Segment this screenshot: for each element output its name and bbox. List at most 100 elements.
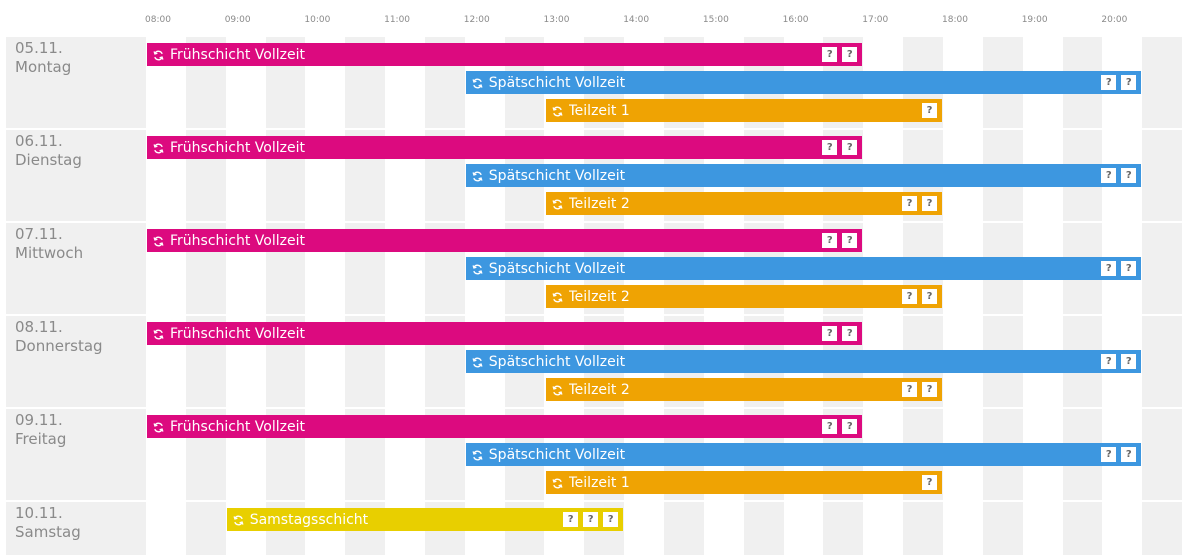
sync-icon bbox=[551, 291, 563, 303]
grid-stripe bbox=[1062, 502, 1103, 555]
unassigned-badge[interactable]: ? bbox=[563, 512, 579, 527]
unassigned-badge[interactable]: ? bbox=[1121, 447, 1137, 462]
unassigned-badge[interactable]: ? bbox=[922, 475, 937, 490]
badge-group: ? bbox=[922, 103, 941, 118]
sync-icon bbox=[153, 421, 164, 433]
unassigned-badge[interactable]: ? bbox=[822, 140, 838, 155]
shift-bar[interactable]: Spätschicht Vollzeit?? bbox=[465, 443, 1142, 466]
hour-label: 12:00 bbox=[463, 15, 490, 25]
day-date: 08.11. bbox=[15, 318, 63, 336]
shift-label: Teilzeit 2 bbox=[568, 381, 630, 398]
shift-label: Spätschicht Vollzeit bbox=[488, 446, 626, 463]
grid-stripe bbox=[185, 502, 226, 555]
hour-label: 14:00 bbox=[623, 15, 650, 25]
unassigned-badge[interactable]: ? bbox=[1101, 447, 1117, 462]
badge-group: ?? bbox=[1101, 354, 1140, 369]
unassigned-badge[interactable]: ? bbox=[902, 382, 917, 397]
badge-group: ?? bbox=[822, 326, 861, 341]
grid-stripe bbox=[982, 502, 1023, 555]
unassigned-badge[interactable]: ? bbox=[822, 47, 838, 62]
shift-label: Frühschicht Vollzeit bbox=[170, 139, 305, 156]
unassigned-badge[interactable]: ? bbox=[583, 512, 599, 527]
hour-label: 16:00 bbox=[782, 15, 809, 25]
hour-label: 17:00 bbox=[862, 15, 889, 25]
shift-bar[interactable]: Teilzeit 1? bbox=[545, 471, 942, 494]
sync-icon bbox=[551, 477, 563, 489]
sync-icon bbox=[153, 142, 164, 154]
sync-icon bbox=[472, 170, 483, 182]
unassigned-badge[interactable]: ? bbox=[842, 419, 858, 434]
unassigned-badge[interactable]: ? bbox=[822, 233, 838, 248]
shift-bar[interactable]: Spätschicht Vollzeit?? bbox=[465, 71, 1142, 94]
grid-stripe bbox=[664, 502, 704, 555]
shift-label: Teilzeit 2 bbox=[568, 288, 630, 305]
shift-bar[interactable]: Spätschicht Vollzeit?? bbox=[465, 257, 1142, 280]
unassigned-badge[interactable]: ? bbox=[922, 382, 937, 397]
shift-bar[interactable]: Teilzeit 2?? bbox=[545, 378, 942, 401]
hour-label: 19:00 bbox=[1021, 15, 1048, 25]
day-label: 07.11. Mittwoch bbox=[6, 223, 146, 314]
shift-label: Spätschicht Vollzeit bbox=[488, 74, 626, 91]
unassigned-badge[interactable]: ? bbox=[1121, 261, 1137, 276]
shift-bar[interactable]: Frühschicht Vollzeit?? bbox=[147, 136, 863, 159]
grid-stripe bbox=[1142, 223, 1183, 314]
unassigned-badge[interactable]: ? bbox=[842, 233, 858, 248]
shift-bar[interactable]: Teilzeit 2?? bbox=[545, 285, 942, 308]
unassigned-badge[interactable]: ? bbox=[1101, 261, 1117, 276]
unassigned-badge[interactable]: ? bbox=[1121, 354, 1137, 369]
badge-group: ??? bbox=[563, 512, 622, 527]
day-name: Mittwoch bbox=[15, 244, 84, 262]
unassigned-badge[interactable]: ? bbox=[1101, 168, 1117, 183]
unassigned-badge[interactable]: ? bbox=[1121, 75, 1137, 90]
unassigned-badge[interactable]: ? bbox=[842, 326, 858, 341]
hour-label: 09:00 bbox=[224, 15, 251, 25]
hour-label: 13:00 bbox=[543, 15, 570, 25]
unassigned-badge[interactable]: ? bbox=[1101, 354, 1117, 369]
sync-icon bbox=[551, 105, 563, 117]
day-name: Freitag bbox=[15, 430, 67, 448]
shift-bar[interactable]: Frühschicht Vollzeit?? bbox=[147, 43, 863, 66]
unassigned-badge[interactable]: ? bbox=[902, 289, 917, 304]
unassigned-badge[interactable]: ? bbox=[1121, 168, 1137, 183]
unassigned-badge[interactable]: ? bbox=[922, 196, 937, 211]
sync-icon bbox=[472, 263, 483, 275]
badge-group: ?? bbox=[902, 289, 941, 304]
unassigned-badge[interactable]: ? bbox=[603, 512, 619, 527]
shift-bar[interactable]: Spätschicht Vollzeit?? bbox=[465, 164, 1142, 187]
unassigned-badge[interactable]: ? bbox=[822, 419, 838, 434]
badge-group: ? bbox=[922, 475, 941, 490]
shift-bar[interactable]: Frühschicht Vollzeit?? bbox=[147, 415, 863, 438]
day-label: 09.11. Freitag bbox=[6, 409, 146, 500]
shift-bar[interactable]: Frühschicht Vollzeit?? bbox=[147, 229, 863, 252]
shift-bar[interactable]: Teilzeit 1? bbox=[545, 99, 942, 122]
grid-stripe bbox=[1142, 409, 1183, 500]
unassigned-badge[interactable]: ? bbox=[842, 140, 858, 155]
shift-bar[interactable]: Samstagsschicht??? bbox=[226, 508, 624, 531]
sync-icon bbox=[472, 449, 483, 461]
sync-icon bbox=[551, 384, 563, 396]
shift-label: Frühschicht Vollzeit bbox=[170, 232, 305, 249]
shift-bar[interactable]: Spätschicht Vollzeit?? bbox=[465, 350, 1142, 373]
shift-label: Frühschicht Vollzeit bbox=[170, 418, 305, 435]
unassigned-badge[interactable]: ? bbox=[822, 326, 838, 341]
unassigned-badge[interactable]: ? bbox=[922, 289, 937, 304]
day-date: 06.11. bbox=[15, 132, 63, 150]
grid-stripe bbox=[1142, 37, 1183, 128]
shift-bar[interactable]: Teilzeit 2?? bbox=[545, 192, 942, 215]
day-date: 07.11. bbox=[15, 225, 63, 243]
day-name: Samstag bbox=[15, 523, 81, 541]
shift-bar[interactable]: Frühschicht Vollzeit?? bbox=[147, 322, 863, 345]
day-name: Donnerstag bbox=[15, 337, 103, 355]
badge-group: ?? bbox=[1101, 75, 1140, 90]
unassigned-badge[interactable]: ? bbox=[902, 196, 917, 211]
day-label: 10.11. Samstag bbox=[6, 502, 146, 555]
sync-icon bbox=[472, 356, 483, 368]
shift-label: Samstagsschicht bbox=[249, 511, 369, 528]
hour-label: 15:00 bbox=[702, 15, 729, 25]
hour-label: 08:00 bbox=[145, 15, 171, 25]
unassigned-badge[interactable]: ? bbox=[842, 47, 858, 62]
badge-group: ?? bbox=[822, 233, 861, 248]
unassigned-badge[interactable]: ? bbox=[1101, 75, 1117, 90]
hour-label: 10:00 bbox=[304, 15, 331, 25]
unassigned-badge[interactable]: ? bbox=[922, 103, 937, 118]
